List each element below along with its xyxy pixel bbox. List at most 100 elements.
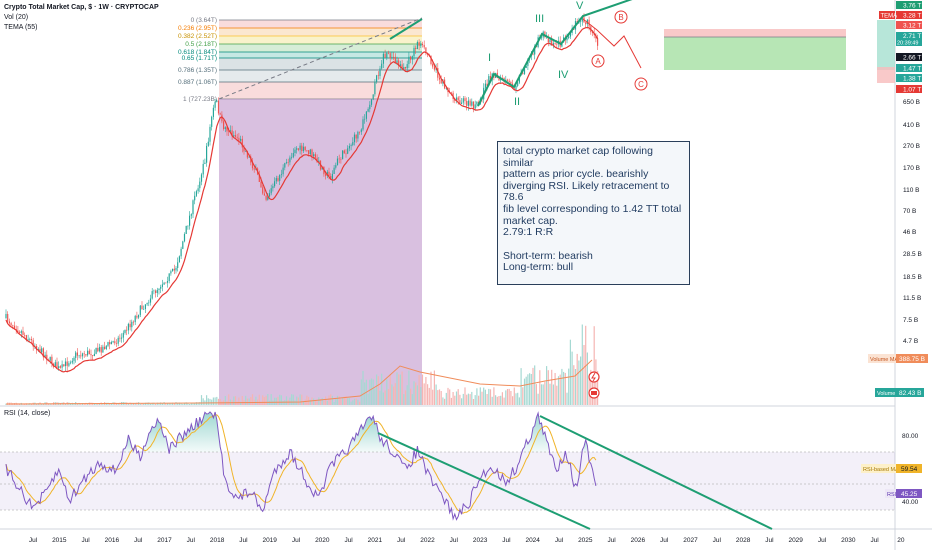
event-markers[interactable] [588,371,600,399]
volume-bar [263,397,265,405]
candle-body [87,350,89,356]
candle-body [406,64,408,69]
candle-body [466,101,468,106]
fib-retracement[interactable]: 0 (3.64T) 0.236 (2.95T) 0.382 (2.52T) 0.… [178,17,423,103]
candle-body [508,80,510,82]
candle-body [59,366,61,368]
candle-body [311,149,313,156]
candle-body [384,53,386,58]
candle-body [132,321,135,323]
candle-body [39,349,41,353]
time-tick-label: Jul [187,537,196,544]
long-position-tool[interactable] [664,29,846,70]
rsi-overbought-fill [123,434,136,452]
fib-label: 0 (3.64T) [191,17,217,24]
price-label-level: 1.47 T [903,66,921,73]
volume-bar [503,397,505,405]
volume-bar [427,384,429,405]
position-axis-highlight [877,20,895,70]
volume-tag: Volume [877,391,895,397]
volume-bar [240,401,242,405]
time-tick-label: Jul [29,537,38,544]
candle-body [207,141,209,146]
volume-bar [212,397,214,405]
volume-bar [195,402,197,405]
candle-body [280,174,282,175]
fib-band-0618-065 [219,52,422,58]
candle-body [88,350,90,355]
time-tick-label: 2018 [210,537,225,544]
candle-body [291,157,293,158]
rsi-trendlines[interactable] [377,415,773,530]
candle-body [321,166,323,170]
time-tick-label: 2027 [683,537,698,544]
volume-bar [362,370,364,405]
volume-bar [102,403,104,405]
candle-body [387,52,390,54]
fib-label: 0.236 (2.95T) [178,25,217,32]
price-tick-label: 11.5 B [903,295,921,302]
volume-bar [420,387,422,405]
candle-body [506,79,509,81]
time-axis[interactable]: Jul 2015 Jul 2016 Jul 2017 Jul 2018 Jul 2019 Jul 20… [29,537,905,544]
time-tick-label: 2025 [578,537,593,544]
volume-bar [76,403,78,405]
candle-body [279,175,281,181]
time-tick-label: Jul [818,537,827,544]
volume-bar [520,368,522,405]
volume-bar [115,402,118,405]
volume-bar [500,395,502,405]
candle-body [418,42,420,46]
rsi-overbought-fill [349,416,389,452]
date-range-highlight[interactable] [219,99,422,405]
candle-body [192,200,194,215]
rsi-legend[interactable]: RSI (14, close) [4,410,51,417]
candle-body [556,43,558,45]
candle-body [131,321,133,328]
candle-body [168,273,170,281]
volume-bar [398,374,400,405]
candle-body [597,38,599,46]
volume-bar [457,389,459,405]
price-label-bg [896,11,922,19]
volume-indicator-legend[interactable]: Vol (20) [4,14,29,21]
symbol-title[interactable]: Crypto Total Market Cap, $ · 1W · CRYPTO… [4,4,159,11]
volume-bar [294,400,296,405]
symbol-legend[interactable]: Crypto Total Market Cap, $ · 1W · CRYPTO… [4,4,159,11]
event-flash-icon[interactable] [588,371,600,383]
fib-label: 0.618 (1.84T) [178,49,217,56]
tema-indicator-legend[interactable]: TEMA (55) [4,24,38,31]
candle-body [200,174,203,182]
volume-bar [328,395,330,405]
rsi-pane[interactable] [0,407,895,529]
candle-body [415,47,417,50]
volume-bar [161,403,163,405]
elliott-wave[interactable]: I II III IV V A B C [389,0,648,108]
volume-bar [177,402,179,405]
volume-bar [466,394,468,405]
volume-bar [95,404,97,405]
candle-body [450,92,452,94]
candle-body [476,102,478,105]
volume-bar [304,399,306,405]
note-line: 2.79:1 R:R [503,226,554,239]
volume-bar [217,398,220,405]
candle-body [345,153,347,155]
time-tick-label: Jul [450,537,459,544]
volume-bar [479,387,481,405]
annotation-note[interactable]: total crypto market cap following simila… [497,141,690,285]
candle-body [73,357,75,361]
candle-body [42,348,44,358]
volume-bar [581,324,583,405]
volume-bar [350,401,352,405]
candle-body [433,66,435,70]
candle-body [104,346,106,350]
candle-body [569,32,571,37]
candle-body [265,195,267,200]
candle-body [49,356,51,361]
rsi-tag-bg [885,489,896,498]
candle-body [350,145,352,146]
volume-bar [139,404,141,405]
price-axis[interactable]: 650 B 410 B 270 B 170 B 110 B 70 B 46 B 28.5 B 1… [903,99,922,345]
time-tick-label: Jul [555,537,564,544]
